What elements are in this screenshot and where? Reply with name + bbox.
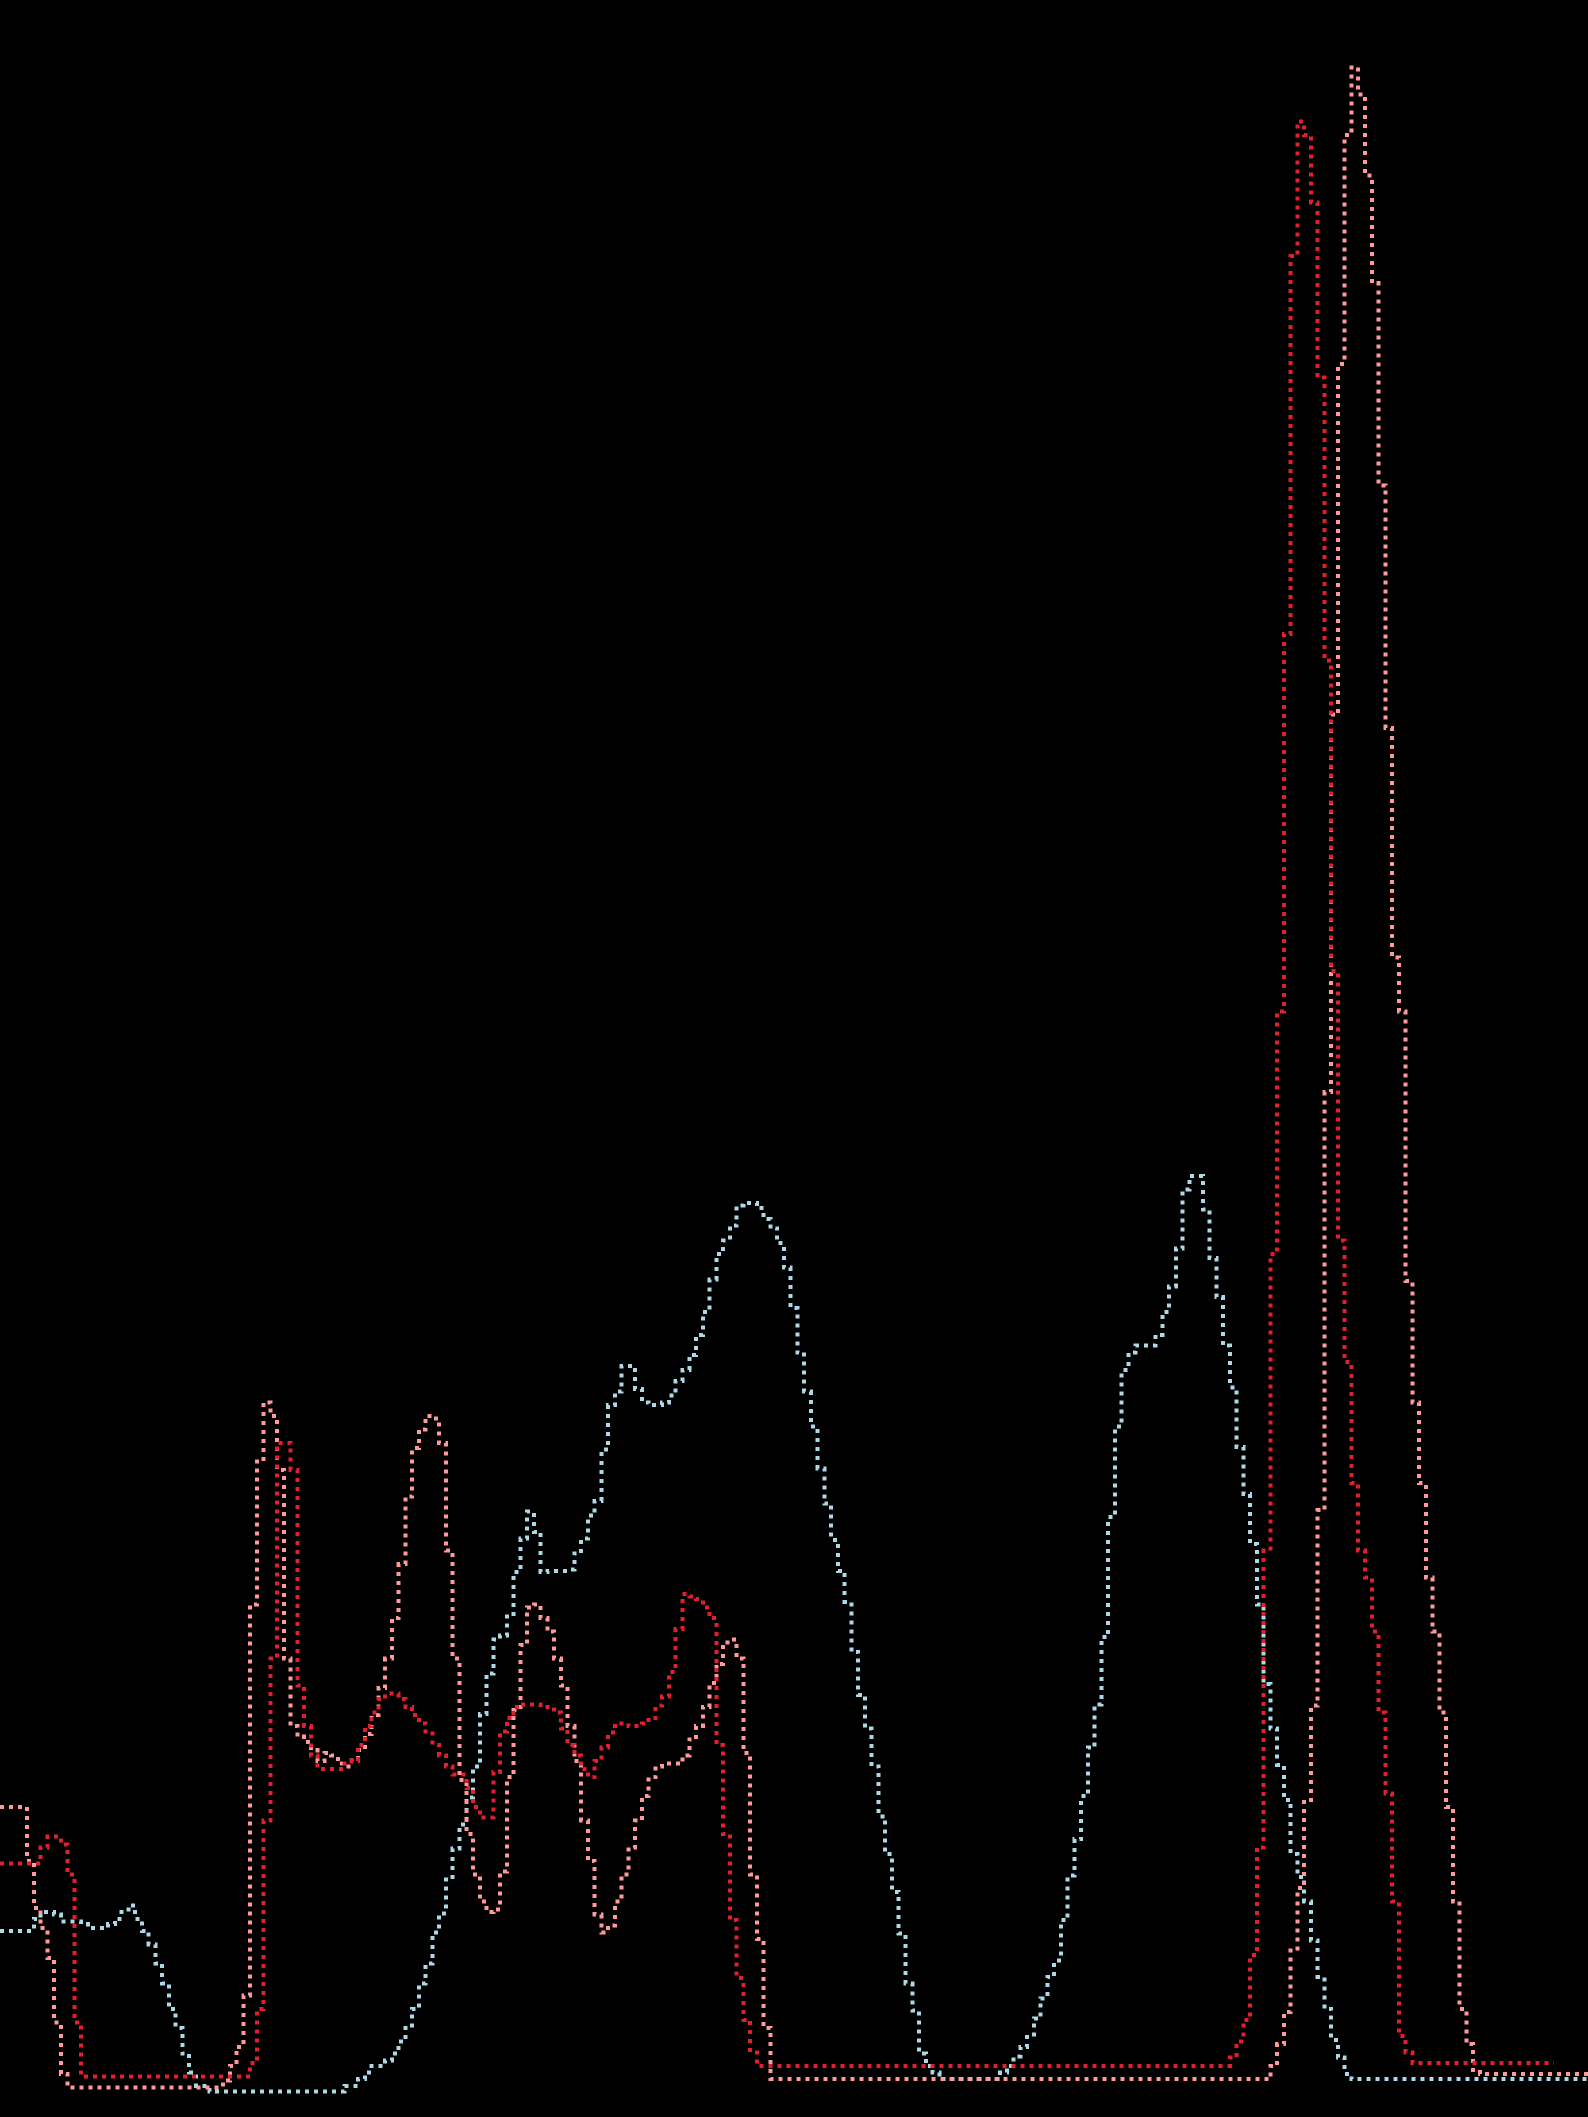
series-line-2 [0, 65, 1588, 2090]
series-line-3 [0, 119, 1555, 2079]
series-layer [0, 65, 1588, 2094]
